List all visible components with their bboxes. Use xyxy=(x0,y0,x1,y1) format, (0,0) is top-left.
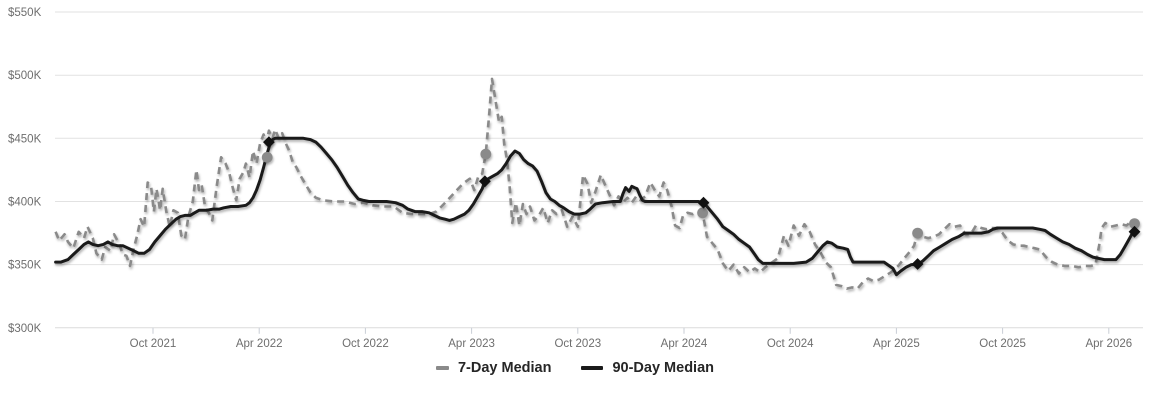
y-axis-label: $550K xyxy=(8,7,42,19)
x-axis-label: Apr 2022 xyxy=(236,338,283,350)
seven-day-marker[interactable] xyxy=(261,151,273,163)
y-axis-label: $400K xyxy=(8,197,42,209)
seven-day-median-line xyxy=(54,77,1135,290)
legend-item-90day-median[interactable]: 90-Day Median xyxy=(581,360,714,376)
90day-line-swatch xyxy=(581,366,604,370)
x-axis-label: Apr 2025 xyxy=(873,338,920,350)
seven-day-marker[interactable] xyxy=(480,148,492,160)
ninety-day-marker[interactable] xyxy=(479,175,491,188)
x-axis-label: Apr 2024 xyxy=(661,338,708,350)
legend-label-90day: 90-Day Median xyxy=(612,360,715,376)
x-axis-label: Oct 2021 xyxy=(130,338,177,350)
ninety-day-median-line xyxy=(54,136,1136,277)
y-axis-label: $500K xyxy=(8,70,42,82)
x-axis-label: Oct 2025 xyxy=(979,338,1026,350)
y-axis-label: $450K xyxy=(8,133,42,145)
x-axis-label: Oct 2022 xyxy=(342,338,389,350)
y-axis-label: $350K xyxy=(8,260,42,272)
ninety-day-marker[interactable] xyxy=(697,196,710,209)
ninety-day-marker[interactable] xyxy=(263,136,275,148)
seven-day-marker[interactable] xyxy=(912,227,923,239)
ninety-day-marker[interactable] xyxy=(1128,225,1141,238)
seven-day-marker[interactable] xyxy=(1129,218,1140,230)
x-axis-label: Apr 2026 xyxy=(1085,338,1132,350)
legend-label-7day: 7-Day Median xyxy=(457,360,552,376)
ninety-day-marker[interactable] xyxy=(911,258,924,270)
x-axis-label: Oct 2023 xyxy=(554,338,601,350)
x-axis-label: Apr 2023 xyxy=(448,338,495,350)
chart-canvas[interactable]: $550K $500K $450K $400K $350K $300K Oct 2021 Ap… xyxy=(0,0,1150,355)
legend: 7-Day Median 90-Day Median xyxy=(0,360,1150,376)
seven-day-marker[interactable] xyxy=(697,207,708,219)
y-axis-label: $300K xyxy=(8,323,42,335)
legend-item-7day-median[interactable]: 7-Day Median xyxy=(435,360,552,376)
7day-line-swatch xyxy=(435,366,449,370)
x-axis-label: Oct 2024 xyxy=(767,338,814,350)
